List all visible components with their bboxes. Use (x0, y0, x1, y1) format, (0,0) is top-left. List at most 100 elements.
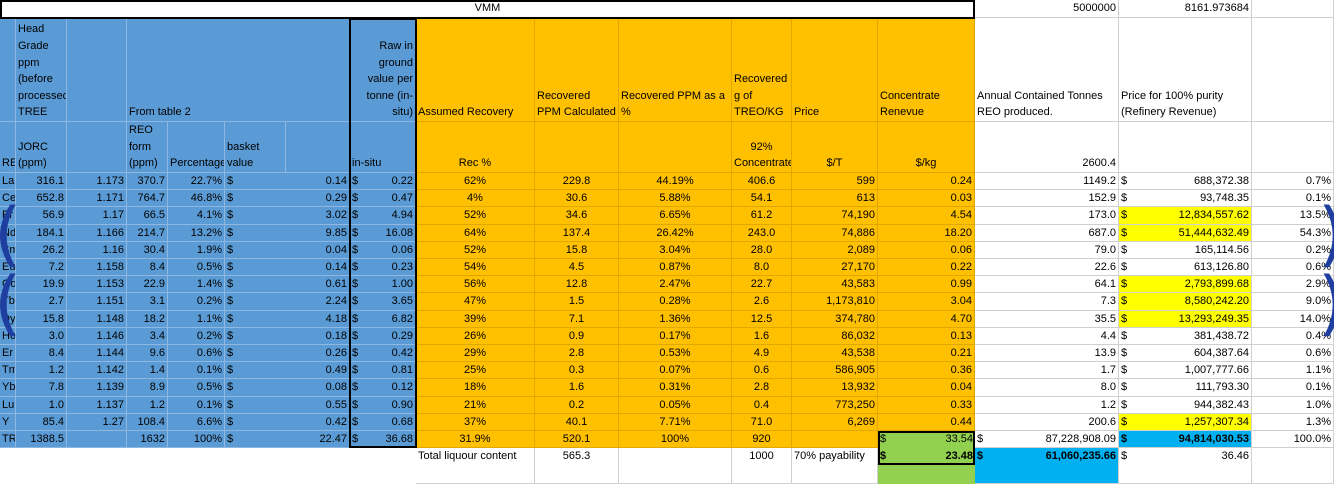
basket-value[interactable]: $0.08 (225, 379, 350, 397)
annual-tonnes[interactable]: 22.6 (975, 259, 1119, 277)
jorc-ppm[interactable]: 7.8 (16, 379, 67, 397)
recovered-ppm-pct[interactable]: 5.88% (619, 190, 732, 208)
recovered-ppm-pct[interactable]: 3.04% (619, 241, 732, 259)
empty-cell[interactable] (0, 448, 416, 484)
recovered-g-kg[interactable]: 0.4 (732, 396, 792, 414)
recovered-g-kg[interactable]: 1.6 (732, 327, 792, 345)
recovery-pct[interactable]: 4% (416, 190, 535, 208)
subheader-g[interactable] (286, 122, 350, 173)
revenue-share[interactable]: 0.7% (1252, 173, 1334, 191)
in-situ-value[interactable]: $1.00 (350, 276, 416, 294)
reo-form-ppm[interactable]: 1.4 (127, 362, 168, 380)
price-per-tonne[interactable]: 773,250 (792, 396, 878, 414)
revenue-share[interactable]: 0.1% (1252, 190, 1334, 208)
price-per-tonne[interactable]: 13,932 (792, 379, 878, 397)
in-situ-value[interactable]: $0.23 (350, 259, 416, 277)
annual-tonnes[interactable]: 79.0 (975, 241, 1119, 259)
refinery-revenue[interactable]: $13,293,249.35 (1119, 310, 1252, 328)
concentrate-revenue[interactable]: 3.04 (878, 293, 975, 311)
jorc-ppm[interactable]: 652.8 (16, 190, 67, 208)
percentage[interactable]: 46.8% (168, 190, 225, 208)
conversion-factor[interactable]: 1.166 (67, 224, 127, 242)
recovered-ppm[interactable]: 0.3 (535, 362, 619, 380)
price-per-tonne[interactable]: 374,780 (792, 310, 878, 328)
recovered-ppm-pct[interactable]: 7.71% (619, 413, 732, 431)
recovered-ppm[interactable]: 229.8 (535, 173, 619, 191)
price-per-tonne[interactable]: 43,538 (792, 345, 878, 363)
recovered-g-kg[interactable]: 71.0 (732, 413, 792, 431)
revenue-share[interactable]: 2.9% (1252, 276, 1334, 294)
refinery-per-kg[interactable]: $36.46 (1119, 448, 1252, 484)
recovered-ppm-pct[interactable]: 0.07% (619, 362, 732, 380)
element-dy[interactable]: Dy (0, 310, 16, 328)
concentrate-revenue[interactable]: 0.04 (878, 379, 975, 397)
concentrate-revenue[interactable]: 0.22 (878, 259, 975, 277)
recovered-ppm[interactable]: 1.5 (535, 293, 619, 311)
annual-value-total[interactable]: $87,228,908.09 (975, 431, 1119, 449)
empty-cell[interactable] (1252, 448, 1334, 484)
reo-form-ppm[interactable]: 214.7 (127, 224, 168, 242)
in-situ-value[interactable]: $0.90 (350, 396, 416, 414)
recovered-ppm-pct[interactable]: 44.19% (619, 173, 732, 191)
recovered-g-kg[interactable]: 61.2 (732, 207, 792, 225)
percentage[interactable]: 1.1% (168, 310, 225, 328)
subheader-reoxide[interactable]: REOxide (0, 122, 16, 173)
reo-form-ppm[interactable]: 22.9 (127, 276, 168, 294)
recovered-ppm[interactable]: 30.6 (535, 190, 619, 208)
recovered-ppm-pct[interactable]: 0.05% (619, 396, 732, 414)
recovery-pct[interactable]: 37% (416, 413, 535, 431)
annual-tonnes[interactable]: 1.7 (975, 362, 1119, 380)
subheader-concentrate[interactable]: 92% Concentrate (732, 122, 792, 173)
in-situ-value[interactable]: $0.81 (350, 362, 416, 380)
element-tb[interactable]: Tb (0, 293, 16, 311)
header-recovered-ppm[interactable]: Recovered PPM Calculated (535, 18, 619, 122)
concentrate-revenue[interactable]: 0.99 (878, 276, 975, 294)
recovery-pct[interactable]: 54% (416, 259, 535, 277)
recovered-ppm[interactable]: 0.2 (535, 396, 619, 414)
annual-tonnes[interactable]: 4.4 (975, 327, 1119, 345)
recovered-g-kg[interactable]: 22.7 (732, 276, 792, 294)
conversion-factor[interactable]: 1.27 (67, 413, 127, 431)
element-er[interactable]: Er (0, 345, 16, 363)
recovery-total[interactable]: 31.9% (416, 431, 535, 449)
jorc-ppm[interactable]: 8.4 (16, 345, 67, 363)
annual-tonnes[interactable]: 35.5 (975, 310, 1119, 328)
subheader-price-unit[interactable]: $/T (792, 122, 878, 173)
jorc-ppm[interactable]: 85.4 (16, 413, 67, 431)
concentrate-total[interactable]: $33.54 (878, 431, 975, 449)
header-refinery-revenue[interactable]: Price for 100% purity (Refinery Revenue) (1119, 18, 1252, 122)
in-situ-value[interactable]: $0.47 (350, 190, 416, 208)
recovered-ppm[interactable]: 137.4 (535, 224, 619, 242)
basket-value[interactable]: $0.04 (225, 241, 350, 259)
subheader-conc-unit[interactable]: $/kg (878, 122, 975, 173)
concentrate-revenue[interactable]: 0.21 (878, 345, 975, 363)
jorc-ppm[interactable]: 1.2 (16, 362, 67, 380)
percentage[interactable]: 13.2% (168, 224, 225, 242)
conversion-factor[interactable]: 1.151 (67, 293, 127, 311)
in-situ-value[interactable]: $0.06 (350, 241, 416, 259)
header-price[interactable]: Price (792, 18, 878, 122)
concentrate-revenue[interactable]: 0.44 (878, 413, 975, 431)
header-from-table[interactable]: From table 2 (127, 18, 350, 122)
recovered-ppm[interactable]: 12.8 (535, 276, 619, 294)
in-situ-value[interactable]: $0.29 (350, 327, 416, 345)
recovery-pct[interactable]: 18% (416, 379, 535, 397)
revenue-share[interactable]: 0.6% (1252, 345, 1334, 363)
recovered-ppm-pct[interactable]: 0.31% (619, 379, 732, 397)
percentage[interactable]: 0.2% (168, 293, 225, 311)
price-per-tonne[interactable]: 6,269 (792, 413, 878, 431)
concentrate-revenue[interactable]: 0.24 (878, 173, 975, 191)
subheader-rec-pct[interactable]: Rec % (416, 122, 535, 173)
refinery-revenue[interactable]: $613,126.80 (1119, 259, 1252, 277)
recovered-ppm-pct[interactable]: 2.47% (619, 276, 732, 294)
basket-value[interactable]: $0.26 (225, 345, 350, 363)
empty-cell[interactable] (1252, 18, 1334, 122)
refinery-total[interactable]: $94,814,030.53 (1119, 431, 1252, 449)
recovered-ppm[interactable]: 34.6 (535, 207, 619, 225)
percentage[interactable]: 0.6% (168, 345, 225, 363)
percentage[interactable]: 0.5% (168, 379, 225, 397)
recovered-g-total[interactable]: 920 (732, 431, 792, 449)
header-raw-value[interactable]: Raw in ground value per tonne (in-situ) (350, 18, 416, 122)
conversion-factor[interactable]: 1.146 (67, 327, 127, 345)
reo-total[interactable]: 1632 (127, 431, 168, 449)
